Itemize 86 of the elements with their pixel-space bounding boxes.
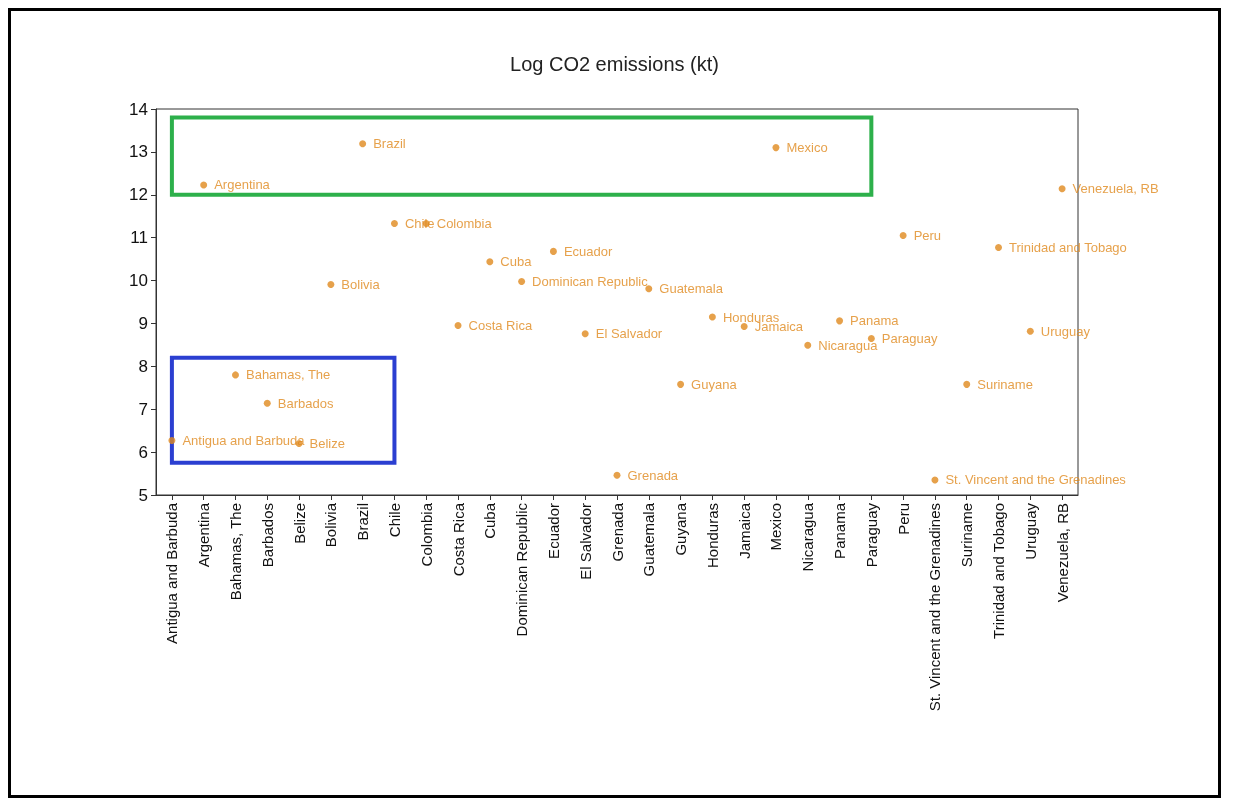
category-label: Bolivia (341, 276, 380, 292)
x-tick-label: Paraguay (862, 502, 880, 568)
point (740, 322, 748, 330)
category-label: Belize (309, 436, 345, 452)
x-tick-label: Dominican Republic (513, 502, 531, 637)
category-label: Bahamas, The (245, 367, 331, 383)
x-tick-label: Costa Rica (449, 502, 467, 577)
category-label: Antigua and Barbuda (182, 433, 305, 449)
x-tick-label: Venezuela, RB (1053, 503, 1071, 603)
category-label: Suriname (977, 376, 1033, 392)
point (963, 380, 971, 388)
chart-title: Log CO2 emissions (kt) (510, 53, 719, 75)
point (1058, 185, 1066, 193)
category-label: Cuba (500, 254, 532, 270)
x-tick-label: Grenada (608, 502, 626, 562)
category-label: Costa Rica (468, 318, 533, 334)
point (1026, 327, 1034, 335)
point (518, 277, 526, 285)
x-tick-label: Guyana (672, 502, 690, 556)
x-tick-label: Colombia (417, 502, 435, 567)
category-label: El Salvador (595, 326, 663, 342)
category-label: Mexico (786, 140, 828, 156)
y-tick-label: 6 (138, 442, 148, 462)
y-tick-label: 7 (138, 399, 148, 419)
x-tick-label: Chile (385, 503, 403, 538)
category-label: Guyana (691, 376, 737, 392)
point (804, 341, 812, 349)
category-label: Barbados (277, 395, 334, 411)
x-tick-label: El Salvador (576, 503, 594, 580)
x-tick-label: Belize (290, 503, 308, 544)
y-tick-label: 11 (130, 228, 148, 248)
point (359, 140, 367, 148)
x-tick-label: Peru (894, 503, 912, 535)
point (168, 437, 176, 445)
category-label: Colombia (436, 216, 492, 232)
y-tick-label: 9 (138, 313, 148, 333)
point (772, 144, 780, 152)
category-label: Paraguay (881, 330, 938, 346)
y-tick-label: 13 (129, 142, 148, 162)
x-tick-label: Brazil (354, 503, 372, 541)
point (836, 317, 844, 325)
category-label: Dominican Republic (532, 273, 648, 289)
x-tick-label: Trinidad and Tobago (990, 503, 1008, 639)
point (231, 371, 239, 379)
point (995, 244, 1003, 252)
x-tick-label: Honduras (703, 503, 721, 569)
x-tick-label: St. Vincent and the Grenadines (926, 503, 944, 712)
category-label: Panama (850, 313, 899, 329)
point (708, 313, 716, 321)
point (899, 232, 907, 240)
category-label: Nicaragua (818, 337, 878, 353)
category-label: Brazil (373, 136, 406, 152)
y-tick-label: 8 (138, 356, 148, 376)
point (327, 280, 335, 288)
category-label: Ecuador (563, 243, 613, 259)
category-label: Argentina (214, 177, 270, 193)
point (263, 399, 271, 407)
point (581, 330, 589, 338)
category-label: Peru (913, 228, 942, 244)
point (549, 247, 557, 255)
y-tick-label: 12 (129, 185, 148, 205)
x-tick-label: Ecuador (544, 503, 562, 559)
point (390, 220, 398, 228)
x-tick-label: Cuba (481, 502, 499, 539)
category-label: Grenada (627, 467, 679, 483)
y-tick-label: 5 (138, 485, 148, 505)
y-tick-label: 10 (129, 271, 148, 291)
point (454, 322, 462, 330)
y-tick-label: 14 (129, 99, 148, 119)
point (613, 471, 621, 479)
x-tick-label: Nicaragua (799, 502, 817, 572)
x-tick-label: Bolivia (322, 502, 340, 548)
x-tick-label: Guatemala (640, 502, 658, 577)
point (200, 181, 208, 189)
x-tick-label: Panama (831, 502, 849, 559)
category-label: Guatemala (659, 281, 723, 297)
x-tick-label: Mexico (767, 503, 785, 551)
x-tick-label: Jamaica (735, 502, 753, 559)
point (486, 258, 494, 266)
x-tick-label: Bahamas, The (226, 503, 244, 601)
x-tick-label: Uruguay (1021, 502, 1039, 560)
x-tick-label: Antigua and Barbuda (163, 502, 181, 644)
x-tick-label: Suriname (958, 503, 976, 568)
x-tick-label: Argentina (195, 502, 213, 568)
point (677, 380, 685, 388)
x-tick-label: Barbados (258, 503, 276, 568)
